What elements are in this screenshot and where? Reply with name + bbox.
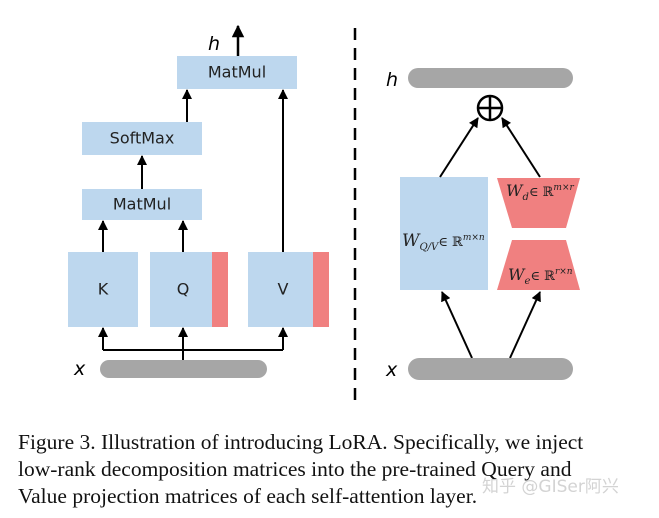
matmul-top-label: MatMul <box>208 63 266 82</box>
left-output-label: h <box>208 33 220 55</box>
q-label: Q <box>177 280 190 299</box>
right-arrows <box>439 117 541 359</box>
lora-down-label: Wd∈ ℝm×r <box>506 181 574 203</box>
q-box <box>150 252 212 327</box>
lora-down-matrix <box>497 178 580 228</box>
watermark: 知乎 @GISer阿兴 <box>482 477 619 497</box>
right-input-label: x <box>385 359 398 381</box>
right-output-label: h <box>386 69 398 91</box>
k-box <box>68 252 138 327</box>
q-lora-strip <box>212 252 228 327</box>
v-lora-strip <box>313 252 329 327</box>
v-label: V <box>278 280 289 299</box>
right-input-bar <box>408 358 573 380</box>
lora-up-matrix <box>497 240 580 290</box>
left-attention-panel: h MatMul SoftMax MatMul K Q V x <box>68 24 329 380</box>
matmul-top-box <box>177 56 297 89</box>
caption-line-1: Figure 3. Illustration of introducing Lo… <box>18 430 584 454</box>
matmul-bottom-label: MatMul <box>113 195 171 214</box>
lora-diagram: h MatMul SoftMax MatMul K Q V x <box>68 24 580 405</box>
softmax-box <box>82 122 202 155</box>
v-box <box>248 252 313 327</box>
matmul-bottom-box <box>82 189 202 220</box>
caption-line-3: Value projection matrices of each self-a… <box>18 484 478 508</box>
right-lora-panel: h WQ/V∈ ℝm×n Wd∈ ℝm×r We∈ ℝr×n x <box>385 68 580 381</box>
k-label: K <box>98 280 109 299</box>
pretrained-weight-label: WQ/V∈ ℝm×n <box>402 231 485 253</box>
pretrained-weight-box <box>400 177 488 290</box>
right-output-bar <box>408 68 573 88</box>
left-arrows <box>98 89 288 360</box>
left-input-bar <box>100 360 267 378</box>
lora-up-label: We∈ ℝr×n <box>508 265 573 287</box>
caption-line-2: low-rank decomposition matrices into the… <box>18 457 572 481</box>
softmax-label: SoftMax <box>110 129 175 148</box>
left-input-label: x <box>73 358 86 380</box>
